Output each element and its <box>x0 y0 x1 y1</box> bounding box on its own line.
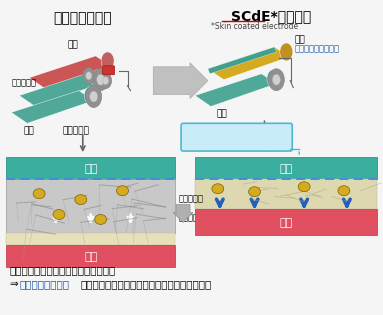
Text: Li⁺: Li⁺ <box>340 188 348 193</box>
Text: 電極上にナノファイバー膜を直接形成: 電極上にナノファイバー膜を直接形成 <box>9 265 116 275</box>
Ellipse shape <box>91 70 104 88</box>
Bar <box>195 179 376 209</box>
Bar <box>195 157 376 179</box>
Ellipse shape <box>103 77 109 85</box>
Text: SCdE*適用セル: SCdE*適用セル <box>231 9 311 23</box>
Polygon shape <box>208 47 289 80</box>
Ellipse shape <box>90 91 98 102</box>
Text: ＋ナノファイバー膜: ＋ナノファイバー膜 <box>294 44 339 53</box>
Ellipse shape <box>84 87 97 105</box>
Ellipse shape <box>272 74 280 85</box>
Bar <box>7 233 175 245</box>
Bar <box>7 179 175 233</box>
Text: *Skin coated electrode: *Skin coated electrode <box>211 22 298 31</box>
Ellipse shape <box>280 43 293 61</box>
Text: 電極: 電極 <box>67 40 78 49</box>
Text: Li⁺: Li⁺ <box>77 197 85 202</box>
Ellipse shape <box>100 73 111 89</box>
Ellipse shape <box>298 182 310 192</box>
Text: Li⁺: Li⁺ <box>119 188 126 193</box>
Bar <box>7 245 175 267</box>
Text: 電極: 電極 <box>279 164 293 174</box>
Ellipse shape <box>212 184 224 194</box>
Ellipse shape <box>86 72 92 80</box>
Polygon shape <box>208 47 277 74</box>
Ellipse shape <box>101 52 114 70</box>
Ellipse shape <box>268 69 284 91</box>
Polygon shape <box>11 91 94 123</box>
Ellipse shape <box>338 186 350 196</box>
Text: 薄膜・高空孔率化: 薄膜・高空孔率化 <box>209 132 265 145</box>
Text: Li⁺: Li⁺ <box>214 186 221 191</box>
Ellipse shape <box>97 74 105 85</box>
Bar <box>195 209 376 235</box>
Text: 従来のセル構造: 従来のセル構造 <box>54 11 112 25</box>
Polygon shape <box>29 56 111 89</box>
Text: 電極: 電極 <box>24 126 34 135</box>
Ellipse shape <box>86 86 101 107</box>
Ellipse shape <box>93 69 109 91</box>
Text: Li⁺: Li⁺ <box>55 212 63 217</box>
Ellipse shape <box>75 195 87 204</box>
FancyArrow shape <box>173 204 193 222</box>
Ellipse shape <box>116 186 128 196</box>
Bar <box>7 157 175 179</box>
Text: 電極: 電極 <box>279 218 293 228</box>
Text: による高出力・高容量化とコストダウンを両立: による高出力・高容量化とコストダウンを両立 <box>81 279 212 289</box>
Text: 薄膜・高空孔率化: 薄膜・高空孔率化 <box>19 279 69 289</box>
Text: セパレータ: セパレータ <box>11 78 36 87</box>
Text: 電極: 電極 <box>84 252 97 262</box>
Text: Li⁺: Li⁺ <box>251 189 258 194</box>
Text: Li⁺: Li⁺ <box>35 191 43 196</box>
FancyBboxPatch shape <box>181 123 292 151</box>
Ellipse shape <box>33 189 45 199</box>
Text: Li⁺: Li⁺ <box>301 184 308 189</box>
Polygon shape <box>19 74 101 106</box>
Ellipse shape <box>267 70 280 88</box>
Polygon shape <box>195 74 277 106</box>
Text: セパレータ: セパレータ <box>178 213 203 222</box>
Text: 電極: 電極 <box>84 164 97 174</box>
Ellipse shape <box>249 187 260 197</box>
Ellipse shape <box>95 215 106 224</box>
Text: 電極: 電極 <box>216 109 227 118</box>
Text: セパレータ: セパレータ <box>62 126 89 135</box>
Ellipse shape <box>83 68 95 84</box>
Text: セパレータ: セパレータ <box>178 194 203 203</box>
Ellipse shape <box>53 209 65 220</box>
Text: 電極: 電極 <box>294 35 305 44</box>
Text: Li⁺: Li⁺ <box>97 217 104 222</box>
FancyBboxPatch shape <box>103 66 115 75</box>
FancyArrow shape <box>153 63 208 99</box>
Text: ⇒: ⇒ <box>9 279 18 289</box>
